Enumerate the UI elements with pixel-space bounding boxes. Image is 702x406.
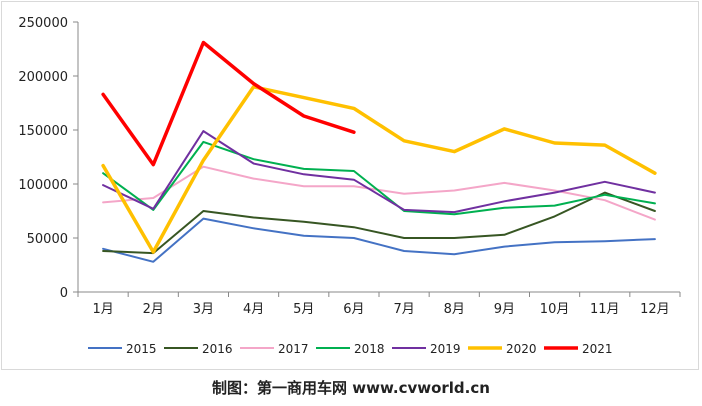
legend-label-2015: 2015 bbox=[126, 342, 157, 356]
series-line-2015 bbox=[102, 217, 656, 263]
y-tick-label: 50000 bbox=[27, 232, 68, 247]
x-tick-label: 1月 bbox=[92, 302, 113, 317]
x-tick-label: 3月 bbox=[193, 302, 214, 317]
y-tick-label: 100000 bbox=[18, 178, 68, 193]
series-line-2016 bbox=[102, 191, 656, 255]
legend-label-2017: 2017 bbox=[278, 342, 309, 356]
x-tick-label: 12月 bbox=[640, 302, 670, 317]
series-line-2019 bbox=[102, 130, 656, 214]
legend-label-2016: 2016 bbox=[202, 342, 233, 356]
x-tick-label: 8月 bbox=[444, 302, 465, 317]
sales-line-chart: 0 50000 100000 150000 200000 250000 1月 2月 3月 4月 5月… bbox=[18, 16, 681, 356]
x-tick-label: 9月 bbox=[494, 302, 515, 317]
x-tick-label: 4月 bbox=[243, 302, 264, 317]
y-tick-label: 150000 bbox=[18, 124, 68, 139]
chart-credit: 制图：第一商用车网 www.cvworld.cn bbox=[212, 379, 490, 397]
x-tick-label: 10月 bbox=[540, 302, 570, 317]
x-tick-label: 5月 bbox=[293, 302, 314, 317]
x-tick-label: 7月 bbox=[393, 302, 414, 317]
legend-label-2021: 2021 bbox=[582, 342, 613, 356]
series-line-2020 bbox=[101, 85, 657, 254]
x-tick-label: 6月 bbox=[343, 302, 364, 317]
x-tick-label: 11月 bbox=[590, 302, 620, 317]
y-tick-label: 250000 bbox=[18, 16, 68, 31]
y-tick-label: 200000 bbox=[18, 70, 68, 85]
legend-label-2020: 2020 bbox=[506, 342, 537, 356]
series-line-2021 bbox=[101, 40, 356, 167]
y-tick-label: 0 bbox=[60, 286, 68, 301]
series-line-2018 bbox=[102, 140, 656, 216]
legend-label-2018: 2018 bbox=[354, 342, 385, 356]
x-tick-label: 2月 bbox=[143, 302, 164, 317]
legend-label-2019: 2019 bbox=[430, 342, 461, 356]
